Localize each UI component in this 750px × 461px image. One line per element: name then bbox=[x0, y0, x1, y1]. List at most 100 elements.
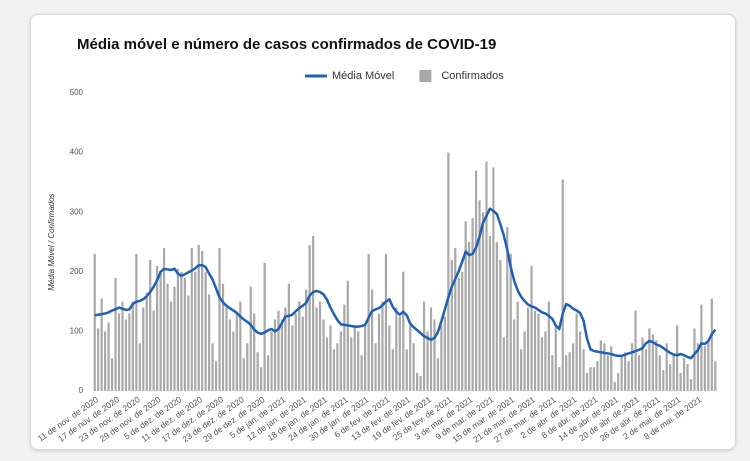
bar bbox=[298, 301, 301, 391]
bar bbox=[436, 358, 440, 391]
legend-label: Confirmados bbox=[441, 70, 504, 82]
bar bbox=[416, 373, 419, 391]
bar bbox=[142, 307, 145, 391]
bar bbox=[440, 325, 443, 391]
bar bbox=[97, 328, 100, 391]
bar bbox=[544, 331, 547, 391]
bar bbox=[249, 286, 252, 391]
bar bbox=[388, 325, 391, 391]
bar bbox=[558, 367, 561, 391]
bar bbox=[526, 307, 530, 391]
bar bbox=[138, 343, 141, 391]
bar bbox=[537, 313, 540, 391]
bar bbox=[253, 313, 256, 391]
bar bbox=[166, 283, 169, 391]
bar bbox=[291, 325, 294, 391]
bar bbox=[513, 319, 516, 391]
bar bbox=[492, 167, 495, 391]
bar bbox=[478, 200, 481, 391]
bar bbox=[696, 343, 700, 391]
bar bbox=[315, 307, 318, 391]
bar bbox=[357, 331, 360, 391]
bar bbox=[461, 271, 464, 391]
bar bbox=[117, 313, 121, 391]
bar bbox=[658, 355, 661, 391]
bar bbox=[585, 373, 589, 391]
bar bbox=[533, 310, 537, 391]
bar bbox=[700, 304, 703, 391]
bar bbox=[516, 301, 519, 391]
bar bbox=[402, 271, 405, 391]
bar bbox=[194, 271, 197, 391]
bar bbox=[374, 343, 377, 391]
y-tick-label: 200 bbox=[70, 267, 84, 276]
bar bbox=[644, 349, 648, 391]
bar bbox=[426, 331, 429, 391]
bar bbox=[360, 355, 363, 391]
bar bbox=[149, 259, 152, 391]
bar bbox=[173, 286, 176, 391]
bar bbox=[221, 283, 225, 391]
bar bbox=[662, 370, 665, 391]
bar bbox=[228, 319, 232, 391]
bar bbox=[568, 352, 571, 391]
bar bbox=[714, 361, 717, 391]
bar bbox=[464, 221, 467, 391]
bar bbox=[613, 382, 616, 391]
bar bbox=[346, 280, 349, 391]
bar bbox=[447, 152, 450, 391]
bar bbox=[391, 349, 394, 391]
bar bbox=[523, 331, 526, 391]
bar bbox=[114, 277, 117, 391]
bar bbox=[520, 349, 523, 391]
bar bbox=[377, 313, 381, 391]
bar bbox=[201, 250, 204, 391]
bar bbox=[599, 340, 602, 391]
bar bbox=[211, 343, 214, 391]
bar bbox=[260, 367, 263, 391]
bar bbox=[308, 244, 311, 391]
bar bbox=[471, 218, 474, 391]
bar bbox=[419, 376, 422, 391]
bar bbox=[637, 355, 641, 391]
bar bbox=[256, 352, 259, 391]
bar bbox=[384, 253, 388, 391]
bar bbox=[578, 331, 582, 391]
bar bbox=[152, 310, 155, 391]
bar bbox=[273, 319, 277, 391]
bar bbox=[183, 277, 186, 391]
y-tick-label: 400 bbox=[70, 148, 84, 157]
legend-label: Média Móvel bbox=[332, 70, 394, 82]
bar bbox=[381, 301, 384, 391]
bar bbox=[641, 337, 644, 391]
bar bbox=[104, 331, 107, 391]
bar bbox=[682, 358, 686, 391]
bar bbox=[235, 313, 238, 391]
y-tick-label: 300 bbox=[70, 207, 84, 216]
bar bbox=[318, 301, 322, 391]
bar bbox=[454, 247, 457, 391]
bar bbox=[121, 301, 124, 391]
bar bbox=[350, 337, 353, 391]
bar bbox=[162, 247, 166, 391]
bar bbox=[128, 313, 131, 391]
bar bbox=[277, 310, 280, 391]
bar bbox=[655, 340, 658, 391]
bar bbox=[624, 352, 627, 391]
bar bbox=[395, 307, 398, 391]
bar bbox=[204, 271, 207, 391]
bar bbox=[648, 328, 651, 391]
bar bbox=[232, 331, 235, 391]
bar bbox=[225, 307, 228, 391]
chart-title: Média móvel e número de casos confirmado… bbox=[77, 36, 496, 53]
bar bbox=[575, 313, 578, 391]
bar bbox=[485, 161, 488, 391]
bar bbox=[703, 346, 706, 391]
bar bbox=[124, 319, 128, 391]
bar bbox=[627, 361, 630, 391]
moving-average-line bbox=[94, 207, 717, 360]
bar bbox=[509, 253, 512, 391]
bar bbox=[336, 343, 339, 391]
bar bbox=[676, 325, 679, 391]
bar bbox=[499, 259, 502, 391]
